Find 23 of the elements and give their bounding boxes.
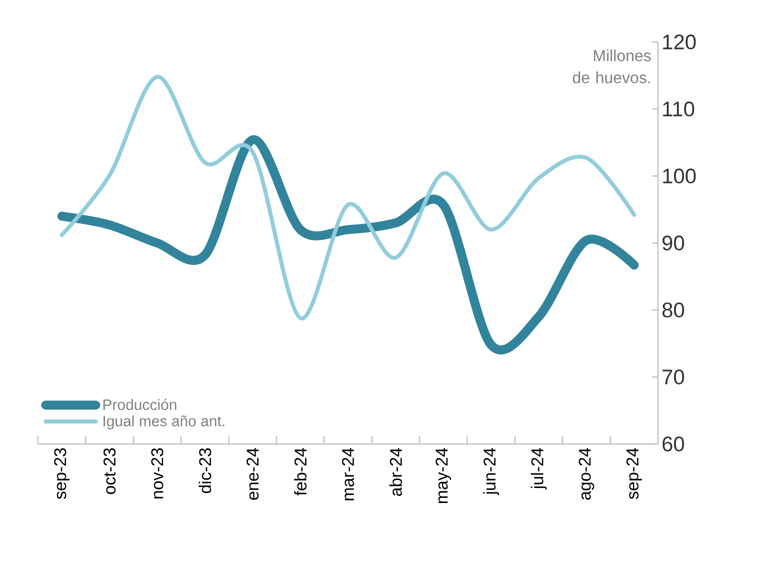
x-tick-label: ago-24 (578, 448, 594, 500)
x-tick-label: sep-24 (626, 448, 642, 500)
x-tick-label: feb-24 (294, 448, 307, 496)
x-tick-label: nov-23 (151, 448, 164, 498)
y-tick-label: 120 (663, 34, 696, 50)
y-tick-label: 60 (662, 436, 684, 452)
x-tick-label: may-24 (436, 448, 452, 504)
x-tick-label: abr-24 (389, 448, 402, 496)
legend-label: Producción (103, 398, 176, 410)
x-tick-label: mar-24 (342, 448, 354, 500)
x-tick-label: oct-23 (104, 448, 116, 494)
y-tick-label: 90 (662, 236, 684, 250)
x-tick-label: dic-23 (198, 448, 212, 494)
x-tick-label: sep-23 (54, 448, 70, 500)
x-tick-label: ene-24 (246, 448, 259, 500)
x-tick-label: jul-24 (530, 448, 547, 490)
x-tick-label: jun-24 (483, 448, 500, 496)
y-tick-label: 110 (663, 102, 694, 116)
legend-label: Igual mes año ant. (104, 415, 224, 430)
y-tick-label: 80 (662, 302, 684, 318)
y-tick-label: 70 (662, 370, 684, 384)
y-tick-label: 100 (663, 168, 696, 184)
annotation: Millones de huevos. (572, 50, 651, 84)
